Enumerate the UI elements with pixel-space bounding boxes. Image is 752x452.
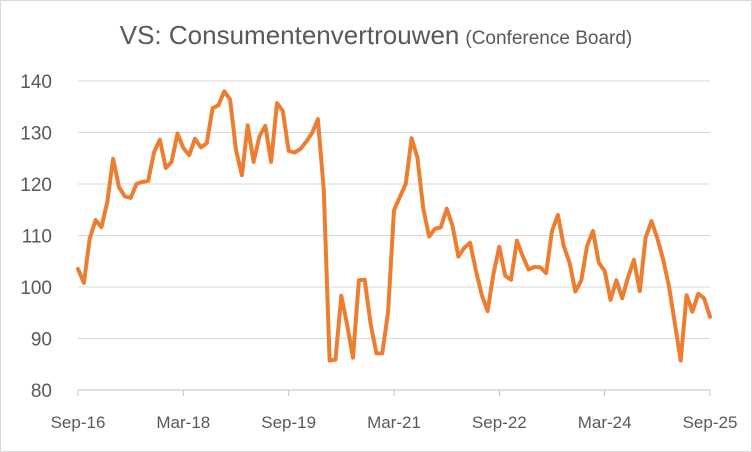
x-tick-label: Sep-16 [51,413,106,432]
x-tick-label: Sep-25 [683,413,738,432]
series-group [76,89,712,363]
y-tick-label: 90 [31,330,52,351]
x-tick-label: Mar-21 [367,413,421,432]
y-axis-ticks: 80 90 100 110 120 130 140 [20,72,52,402]
gridlines [78,80,710,339]
y-tick-label: 80 [31,381,52,402]
y-tick-label: 120 [20,175,52,196]
chart-title-main: VS: Consumentenvertrouwen [119,20,460,50]
y-tick-label: 130 [20,124,52,145]
chart-title: VS: Consumentenvertrouwen (Conference Boa… [0,20,752,51]
x-axis: Sep-16 Mar-18 Sep-19 Mar-21 Sep-22 Mar-24 Sep-… [51,389,738,432]
y-tick-label: 110 [22,227,52,248]
series-line [76,89,712,363]
x-tick-label: Sep-22 [472,413,527,432]
x-tick-label: Mar-24 [578,413,632,432]
chart-subtitle: (Conference Board) [465,28,633,49]
x-tick-label: Sep-19 [261,413,316,432]
y-tick-label: 140 [20,72,52,93]
x-tick-label: Mar-18 [156,413,210,432]
y-tick-label: 100 [20,278,52,299]
